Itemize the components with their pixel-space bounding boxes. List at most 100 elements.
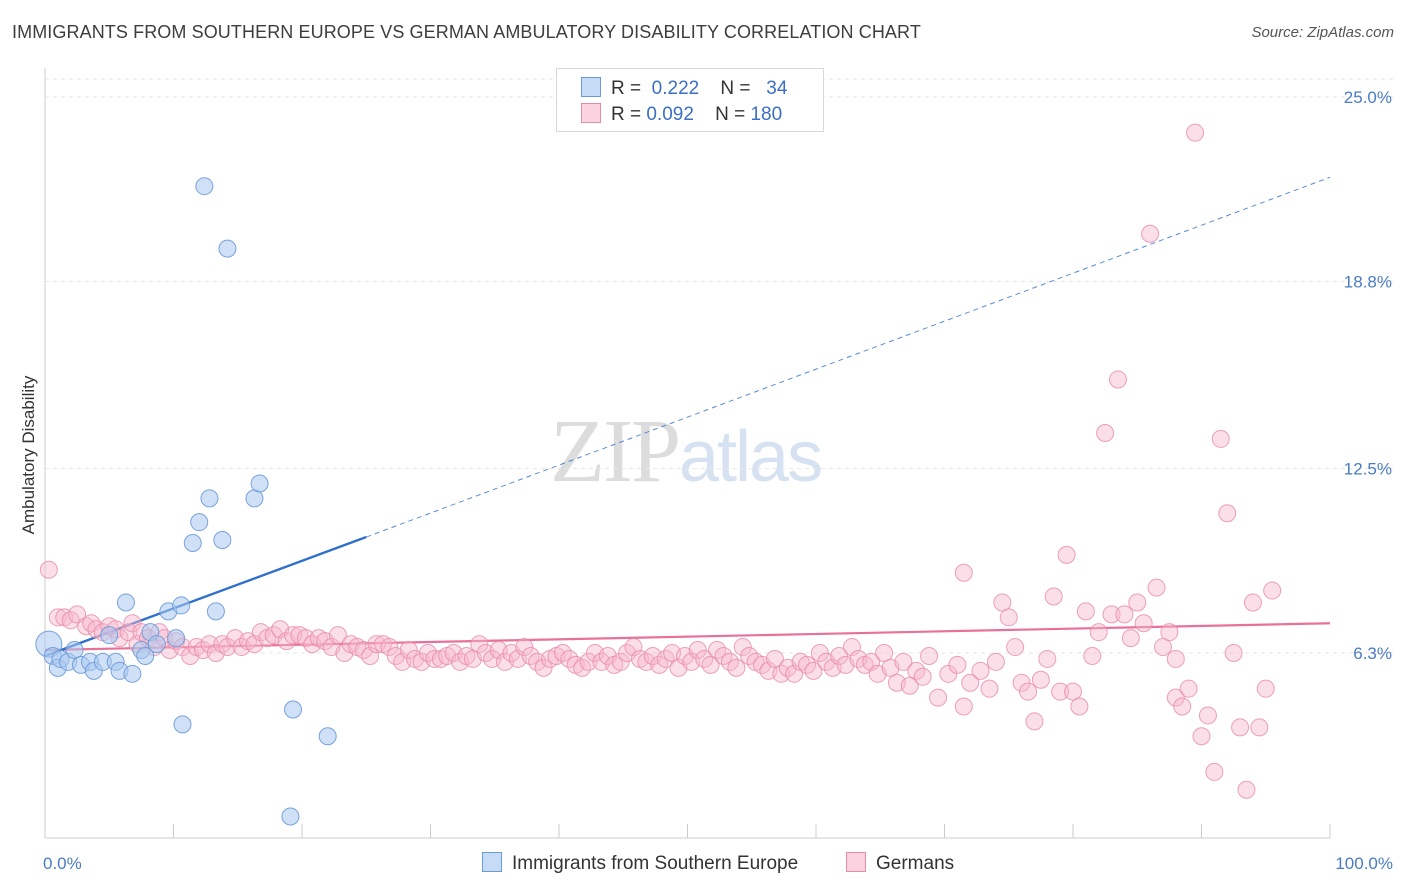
data-point-germans xyxy=(1121,629,1140,648)
data-point-germans xyxy=(1166,688,1185,707)
data-point-germans xyxy=(785,664,804,683)
data-point-germans xyxy=(1192,727,1211,746)
x-tick-label: 100.0% xyxy=(1335,854,1393,873)
data-point-immigrants xyxy=(206,602,225,621)
data-point-germans xyxy=(1198,706,1217,725)
data-point-germans xyxy=(399,641,418,660)
data-point-germans xyxy=(1012,673,1031,692)
data-point-germans xyxy=(39,560,58,579)
data-point-germans xyxy=(1205,762,1224,781)
data-point-immigrants xyxy=(218,239,237,258)
data-point-germans xyxy=(361,646,380,665)
data-point-germans xyxy=(1057,545,1076,564)
data-point-germans xyxy=(894,652,913,671)
data-point-germans xyxy=(765,649,784,668)
data-point-germans xyxy=(1243,593,1262,612)
data-point-immigrants xyxy=(195,177,214,196)
data-point-germans xyxy=(900,676,919,695)
legend-n-value: 34 xyxy=(766,78,788,99)
data-point-immigrants xyxy=(281,807,300,826)
data-point-immigrants xyxy=(147,635,166,654)
data-point-germans xyxy=(1083,646,1102,665)
data-point-germans xyxy=(733,638,752,657)
data-point-germans xyxy=(1031,670,1050,689)
y-tick-label: 18.8% xyxy=(1344,272,1392,291)
data-point-germans xyxy=(954,697,973,716)
data-point-immigrants xyxy=(318,727,337,746)
data-point-germans xyxy=(206,644,225,662)
data-point-germans xyxy=(1160,623,1179,642)
data-point-immigrants xyxy=(183,533,202,552)
data-point-immigrants xyxy=(200,489,219,508)
data-point-germans xyxy=(1134,614,1153,633)
data-point-immigrants xyxy=(65,641,84,660)
x-tick-labels: 0.0% 100.0% xyxy=(43,854,1393,873)
legend-n-value: 180 xyxy=(750,104,783,125)
data-point-germans xyxy=(993,593,1012,612)
data-point-germans xyxy=(1006,638,1025,657)
bottom-legend-germans: Germans xyxy=(846,852,954,875)
data-point-germans xyxy=(980,679,999,698)
data-point-germans xyxy=(328,626,347,645)
data-point-immigrants xyxy=(172,596,191,615)
legend-r-value: 0.222 xyxy=(651,78,700,99)
data-point-immigrants xyxy=(213,531,232,550)
gridlines xyxy=(45,78,1395,654)
data-point-germans xyxy=(727,658,746,677)
data-point-germans xyxy=(954,563,973,582)
data-point-germans xyxy=(948,655,967,674)
data-point-germans xyxy=(624,638,643,657)
trend-line-immigrants-extension xyxy=(366,176,1331,538)
bottom-legend-label: Germans xyxy=(876,853,955,874)
data-point-germans xyxy=(1218,504,1237,523)
data-point-germans xyxy=(913,667,932,686)
data-point-germans xyxy=(1019,682,1038,701)
data-point-germans xyxy=(1224,644,1243,662)
data-point-germans xyxy=(875,644,894,662)
data-point-germans xyxy=(830,646,849,665)
data-point-germans xyxy=(1231,718,1250,737)
data-point-germans xyxy=(920,646,939,665)
data-point-germans xyxy=(1044,587,1063,606)
watermark-zip: ZIP xyxy=(550,402,681,501)
series-germans xyxy=(39,123,1282,799)
watermark: ZIPatlas xyxy=(550,400,823,503)
data-point-germans xyxy=(1179,679,1198,698)
watermark-atlas: atlas xyxy=(679,417,823,497)
bottom-legend-label: Immigrants from Southern Europe xyxy=(512,853,799,874)
data-point-germans xyxy=(986,652,1005,671)
y-tick-labels: 6.3% 12.5% 18.8% 25.0% xyxy=(1344,88,1392,663)
data-point-germans xyxy=(929,688,948,707)
source-label: Source: ZipAtlas.com xyxy=(1251,24,1394,41)
data-point-germans xyxy=(1166,649,1185,668)
data-point-germans xyxy=(200,635,219,654)
x-tick-label: 0.0% xyxy=(43,854,82,873)
y-tick-label: 25.0% xyxy=(1344,88,1392,107)
data-point-germans xyxy=(1147,578,1166,597)
data-point-immigrants xyxy=(250,474,269,493)
data-point-germans xyxy=(961,673,980,692)
data-point-germans xyxy=(971,661,990,680)
data-point-immigrants xyxy=(190,513,209,532)
data-point-germans xyxy=(1064,682,1082,701)
data-point-germans xyxy=(999,608,1018,627)
series-immigrants xyxy=(35,177,337,826)
legend-row-germans: R = 0.092 N = 180 xyxy=(581,103,782,125)
y-axis-label: Ambulatory Disability xyxy=(19,375,38,534)
data-point-germans xyxy=(1102,605,1121,624)
bottom-legend-swatch-pink xyxy=(846,852,866,872)
data-point-immigrants xyxy=(123,664,142,683)
trend-line-immigrants xyxy=(44,535,367,658)
legend-n-label: N = xyxy=(720,78,751,99)
bottom-legend-swatch-blue xyxy=(482,852,502,872)
data-point-germans xyxy=(1153,638,1172,657)
legend-r-label: R = xyxy=(611,104,642,125)
data-point-germans xyxy=(1051,682,1070,701)
y-tick-label: 6.3% xyxy=(1353,644,1392,663)
data-point-germans xyxy=(810,644,829,662)
data-point-germans xyxy=(1128,593,1147,612)
data-point-germans xyxy=(1186,123,1205,142)
data-point-germans xyxy=(1076,602,1095,621)
data-point-germans xyxy=(1263,581,1282,600)
